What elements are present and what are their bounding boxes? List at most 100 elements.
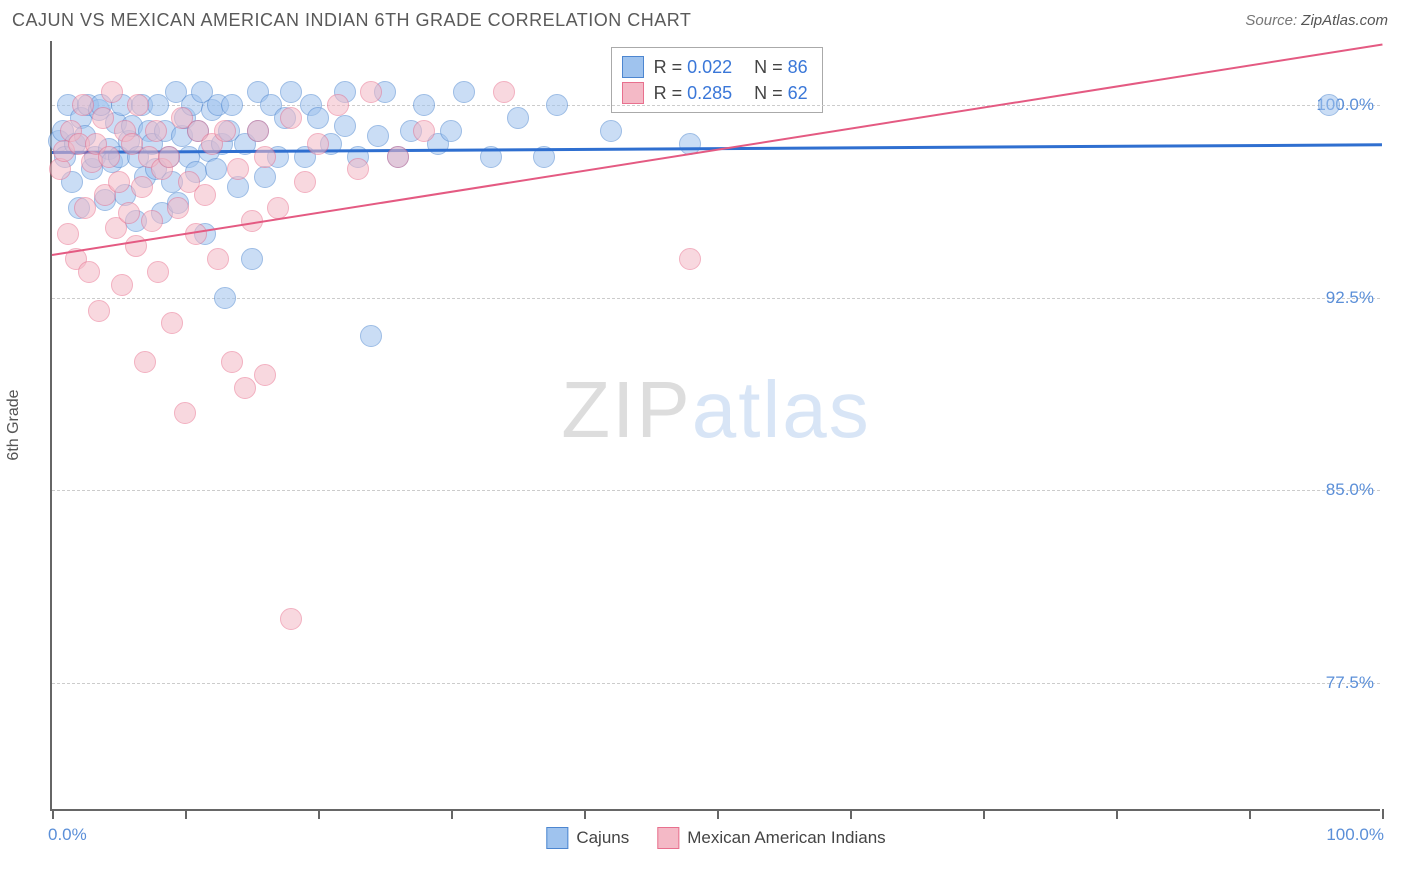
data-point — [98, 146, 120, 168]
data-point — [367, 125, 389, 147]
data-point — [214, 120, 236, 142]
x-tick — [318, 809, 320, 819]
data-point — [327, 94, 349, 116]
data-point — [413, 120, 435, 142]
data-point — [108, 171, 130, 193]
data-point — [334, 115, 356, 137]
stats-legend-row: R = 0.285 N = 62 — [622, 80, 808, 106]
legend-n-label: N = 62 — [754, 83, 808, 104]
data-point — [145, 120, 167, 142]
data-point — [227, 158, 249, 180]
data-point — [440, 120, 462, 142]
legend-item: Cajuns — [546, 827, 629, 849]
x-tick — [584, 809, 586, 819]
data-point — [679, 248, 701, 270]
data-point — [214, 287, 236, 309]
gridline — [52, 490, 1380, 491]
data-point — [118, 202, 140, 224]
data-point — [600, 120, 622, 142]
x-tick — [451, 809, 453, 819]
data-point — [347, 158, 369, 180]
data-point — [241, 248, 263, 270]
data-point — [101, 81, 123, 103]
data-point — [247, 120, 269, 142]
data-point — [72, 94, 94, 116]
data-point — [57, 223, 79, 245]
data-point — [254, 166, 276, 188]
data-point — [280, 608, 302, 630]
data-point — [267, 197, 289, 219]
correlation-stats-legend: R = 0.022 N = 86 R = 0.285 N = 62 — [611, 47, 823, 113]
data-point — [221, 94, 243, 116]
x-tick — [1382, 809, 1384, 819]
data-point — [234, 377, 256, 399]
data-point — [360, 325, 382, 347]
y-axis-title: 6th Grade — [5, 389, 23, 460]
data-point — [205, 158, 227, 180]
gridline — [52, 105, 1380, 106]
data-point — [147, 261, 169, 283]
legend-item: Mexican American Indians — [657, 827, 885, 849]
watermark-zip: ZIP — [561, 365, 691, 454]
data-point — [280, 107, 302, 129]
chart-source: Source: ZipAtlas.com — [1245, 12, 1388, 29]
x-tick — [1249, 809, 1251, 819]
data-point — [294, 171, 316, 193]
legend-r-label: R = 0.022 — [654, 57, 733, 78]
legend-label: Cajuns — [576, 828, 629, 848]
x-tick — [850, 809, 852, 819]
data-point — [158, 146, 180, 168]
data-point — [141, 210, 163, 232]
x-tick — [185, 809, 187, 819]
data-point — [127, 94, 149, 116]
legend-swatch — [622, 82, 644, 104]
legend-swatch — [657, 827, 679, 849]
data-point — [387, 146, 409, 168]
series-legend: Cajuns Mexican American Indians — [546, 827, 885, 849]
data-point — [88, 300, 110, 322]
data-point — [360, 81, 382, 103]
x-axis-max-label: 100.0% — [1326, 825, 1384, 845]
scatter-chart: 6th Grade ZIPatlas 0.0% 100.0% CajunsMex… — [50, 41, 1380, 811]
data-point — [92, 107, 114, 129]
watermark: ZIPatlas — [561, 364, 870, 456]
data-point — [207, 248, 229, 270]
data-point — [307, 107, 329, 129]
watermark-atlas: atlas — [692, 365, 871, 454]
data-point — [254, 146, 276, 168]
data-point — [453, 81, 475, 103]
data-point — [131, 176, 153, 198]
x-tick — [717, 809, 719, 819]
legend-label: Mexican American Indians — [687, 828, 885, 848]
legend-n-label: N = 86 — [754, 57, 808, 78]
legend-swatch — [546, 827, 568, 849]
data-point — [161, 312, 183, 334]
x-tick — [1116, 809, 1118, 819]
legend-r-label: R = 0.285 — [654, 83, 733, 104]
y-tick-label: 92.5% — [1326, 288, 1374, 308]
stats-legend-row: R = 0.022 N = 86 — [622, 54, 808, 80]
data-point — [546, 94, 568, 116]
gridline — [52, 683, 1380, 684]
data-point — [221, 351, 243, 373]
data-point — [1318, 94, 1340, 116]
data-point — [507, 107, 529, 129]
y-tick-label: 85.0% — [1326, 480, 1374, 500]
chart-header: CAJUN VS MEXICAN AMERICAN INDIAN 6TH GRA… — [0, 0, 1406, 37]
data-point — [280, 81, 302, 103]
source-link[interactable]: ZipAtlas.com — [1301, 12, 1388, 29]
data-point — [194, 184, 216, 206]
data-point — [493, 81, 515, 103]
data-point — [134, 351, 156, 373]
data-point — [254, 364, 276, 386]
data-point — [174, 402, 196, 424]
data-point — [167, 197, 189, 219]
x-tick — [52, 809, 54, 819]
chart-title: CAJUN VS MEXICAN AMERICAN INDIAN 6TH GRA… — [12, 10, 691, 31]
y-tick-label: 77.5% — [1326, 673, 1374, 693]
data-point — [307, 133, 329, 155]
x-tick — [983, 809, 985, 819]
data-point — [413, 94, 435, 116]
legend-swatch — [622, 56, 644, 78]
data-point — [74, 197, 96, 219]
